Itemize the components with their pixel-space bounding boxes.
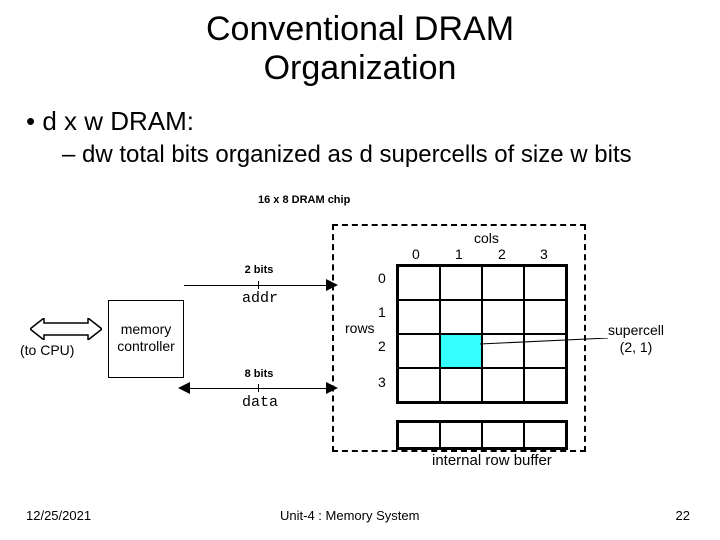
page-number: 22: [676, 508, 690, 523]
chip-label: 16 x 8 DRAM chip: [258, 194, 350, 206]
data-bus-tick: [258, 384, 259, 392]
memory-controller: memory controller: [108, 300, 184, 378]
mem-ctrl-line2: controller: [117, 338, 175, 354]
addr-bits-label: 2 bits: [244, 264, 274, 276]
to-cpu-label: (to CPU): [20, 342, 74, 358]
row-buffer-label: internal row buffer: [432, 452, 552, 469]
mem-ctrl-line1: memory: [121, 321, 172, 337]
footer-date: 12/25/2021: [26, 508, 91, 523]
supercell-callout: supercell (2, 1): [608, 322, 664, 356]
data-bits-label: 8 bits: [244, 368, 274, 380]
cpu-bus-arrow-icon: [30, 318, 102, 340]
highlighted-supercell: [440, 334, 482, 368]
addr-bus-tick: [258, 281, 259, 289]
data-bus-name: data: [242, 394, 278, 411]
addr-arrowhead-icon: [326, 279, 340, 291]
footer-title: Unit-4 : Memory System: [280, 508, 419, 523]
page-title: Conventional DRAM Organization: [0, 0, 720, 88]
bullet-level-2: – dw total bits organized as d supercell…: [62, 141, 720, 169]
supercell-grid: [396, 264, 568, 404]
title-line2: Organization: [264, 49, 457, 87]
title-line1: Conventional DRAM: [206, 10, 514, 48]
supercell-callout-line2: (2, 1): [620, 339, 653, 355]
data-arrowhead-left-icon: [178, 382, 192, 394]
supercell-pointer-line: [480, 338, 608, 350]
bullet-level-1: • d x w DRAM:: [26, 106, 720, 137]
dram-diagram: cols 0 1 2 3 0 rows 1 2 3 internal row b…: [0, 230, 720, 490]
data-arrowhead-right-icon: [326, 382, 340, 394]
supercell-callout-line1: supercell: [608, 322, 664, 338]
row-buffer: [396, 420, 568, 450]
addr-bus-name: addr: [242, 290, 278, 307]
